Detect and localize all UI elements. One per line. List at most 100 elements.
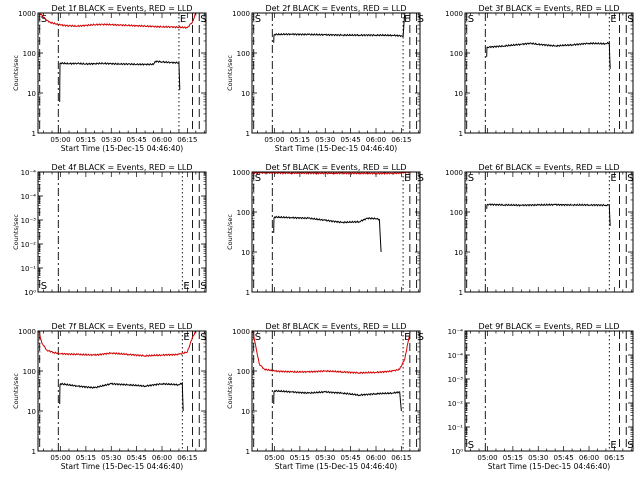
panel-title: Det 7f BLACK = Events, RED = LLD [51,322,192,331]
y-axis-label: Counts/sec [12,55,20,91]
x-tick-label: 05:30 [315,454,335,462]
detector-panel-6: Det 6f BLACK = Events, RED = LLD 1 10 100 10… [445,163,633,297]
time-marker-label: E [404,173,410,184]
time-marker-label: S [418,173,424,184]
plot-frame [37,330,207,452]
events-series-line [273,13,406,43]
panel-title: Det 9f BLACK = Events, RED = LLD [478,322,619,331]
time-marker-label: S [255,173,261,184]
y-tick-label: 1 [459,289,463,297]
events-series-line [59,381,184,412]
y-axis-label: Counts/sec [226,373,234,409]
y-tick-label: 10⁻¹ [448,424,464,432]
plot-frame [251,330,421,452]
time-marker-label: S [627,173,633,184]
detector-panel-9: Det 9f BLACK = Events, RED = LLD 10⁰ 10⁻¹ 1… [448,322,634,471]
panel-title: Det 3f BLACK = Events, RED = LLD [478,4,619,13]
detector-panel-7: Det 7f BLACK = Events, RED = LLD 1 10 100 10… [12,322,207,471]
x-tick-label: 06:15 [177,454,197,462]
panel-title: Det 2f BLACK = Events, RED = LLD [265,4,406,13]
time-marker-label: S [468,173,474,184]
y-tick-label: 10 [241,408,250,416]
y-tick-label: 100 [237,209,250,217]
y-tick-label: 1000 [232,328,250,336]
time-marker-label: S [255,332,261,343]
x-tick-label: 06:15 [604,454,624,462]
y-tick-label: 1 [32,130,36,138]
x-tick-label: 05:45 [127,136,147,144]
y-axis-label: Counts/sec [226,214,234,250]
time-marker-label: S [418,332,424,343]
x-tick-label: 05:30 [101,454,121,462]
time-marker-label: E [183,281,189,292]
x-tick-label: 05:30 [101,136,121,144]
panel-title: Det 4f BLACK = Events, RED = LLD [51,163,192,172]
x-tick-label: 05:15 [290,454,310,462]
time-marker-label: S [200,332,206,343]
x-tick-label: 05:15 [290,136,310,144]
x-tick-label: 06:00 [366,136,386,144]
y-tick-label: 1000 [445,169,463,177]
x-tick-label: 06:15 [391,454,411,462]
y-tick-label: 10 [241,90,250,98]
events-series-line [486,203,611,226]
y-tick-label: 1000 [445,10,463,18]
time-marker-label: S [200,14,206,25]
time-marker-label: E [183,332,189,343]
y-tick-label: 10 [27,90,36,98]
time-marker-label: S [200,281,206,292]
events-series-line [273,389,402,412]
x-tick-label: 05:45 [554,454,574,462]
time-marker-label: E [610,173,616,184]
y-tick-label: 10⁻⁴ [448,352,464,360]
time-marker-label: E [610,14,616,25]
x-tick-label: 05:45 [341,136,361,144]
y-tick-label: 10⁻¹ [21,265,37,273]
detector-panel-8: Det 8f BLACK = Events, RED = LLD 1 10 100 10… [226,322,424,471]
x-tick-label: 06:00 [152,454,172,462]
y-tick-label: 100 [23,368,36,376]
detector-panel-4: Det 4f BLACK = Events, RED = LLD 10⁰ 10⁻¹ 1… [12,163,207,297]
y-tick-label: 10⁻⁴ [21,193,37,201]
x-tick-label: 05:00 [477,454,497,462]
x-axis-label: Start Time (15-Dec-15 04:46:40) [61,462,183,471]
x-tick-label: 05:15 [76,136,96,144]
x-tick-label: 05:15 [503,454,523,462]
y-tick-label: 100 [450,50,463,58]
y-tick-label: 100 [23,50,36,58]
y-tick-label: 1000 [232,10,250,18]
panel-title: Det 5f BLACK = Events, RED = LLD [265,163,406,172]
y-tick-label: 1000 [18,328,36,336]
time-marker-label: S [468,14,474,25]
y-tick-label: 10⁰ [451,448,463,456]
detector-panel-1: Det 1f BLACK = Events, RED = LLD 1 10 100 10… [12,4,207,153]
time-marker-label: S [418,14,424,25]
x-tick-label: 05:00 [264,454,284,462]
y-tick-label: 1000 [232,169,250,177]
x-axis-label: Start Time (15-Dec-15 04:46:40) [275,144,397,153]
y-tick-label: 1 [459,130,463,138]
panel-title: Det 1f BLACK = Events, RED = LLD [51,4,192,13]
x-tick-label: 05:45 [127,454,147,462]
detector-panel-3: Det 3f BLACK = Events, RED = LLD 1 10 100 10… [445,4,633,138]
x-tick-label: 05:30 [315,136,335,144]
x-axis-label: Start Time (15-Dec-15 04:46:40) [275,462,397,471]
y-tick-label: 100 [450,209,463,217]
y-tick-label: 1 [246,130,250,138]
y-tick-label: 10⁻³ [21,217,37,225]
time-marker-label: S [627,14,633,25]
plot-frame [251,12,421,134]
y-tick-label: 10 [454,249,463,257]
x-tick-label: 05:30 [528,454,548,462]
plot-frame [464,330,634,452]
y-axis-label: Counts/sec [12,373,20,409]
detector-panel-5: Det 5f BLACK = Events, RED = LLD 1 10 100 10… [226,163,424,297]
y-tick-label: 100 [237,50,250,58]
y-tick-label: 10⁻⁴ [21,169,37,177]
y-tick-label: 10 [454,90,463,98]
y-axis-label: Counts/sec [226,55,234,91]
plot-frame [37,171,207,293]
y-tick-label: 10⁻² [21,241,37,249]
x-tick-label: 05:00 [50,454,70,462]
